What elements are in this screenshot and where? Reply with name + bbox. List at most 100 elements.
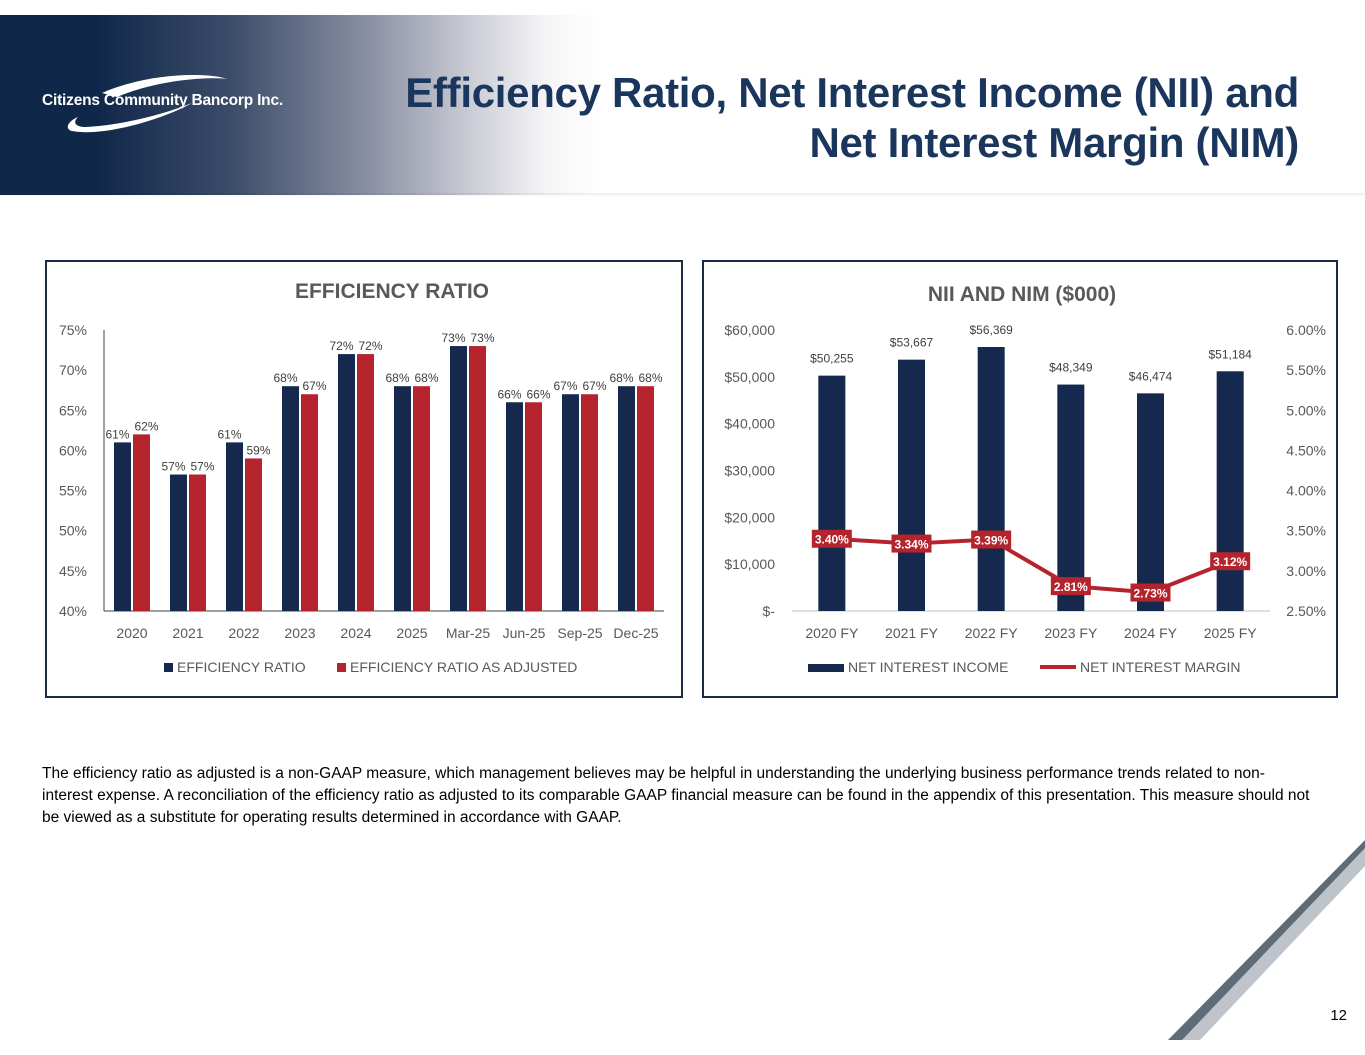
y-tick-label: 70% <box>59 362 87 378</box>
legend-swatch <box>164 663 173 672</box>
data-label: 3.12% <box>1213 555 1247 569</box>
nim-label-box <box>811 529 852 548</box>
x-tick-label: 2024 FY <box>1124 625 1178 641</box>
bar-efficiency-ratio <box>450 346 467 611</box>
bar-net-interest-income <box>898 359 925 611</box>
data-label: $50,255 <box>810 352 854 366</box>
y2-tick-label: 5.50% <box>1286 362 1326 378</box>
x-tick-label: 2025 <box>396 625 427 641</box>
efficiency-ratio-chart-panel: EFFICIENCY RATIO 40% 45% 50% 55% 60% 65% 70% 75%… <box>45 260 683 698</box>
y2-tick-label: 5.00% <box>1286 402 1326 418</box>
bar-efficiency-ratio <box>170 474 187 611</box>
y-tick-label: 45% <box>59 563 87 579</box>
x-tick-label: 2023 <box>284 625 315 641</box>
data-label: 61% <box>105 427 129 441</box>
data-label: 68% <box>385 371 409 385</box>
legend-label: NET INTEREST MARGIN <box>1080 659 1241 675</box>
page-number: 12 <box>1330 1007 1347 1024</box>
header-banner <box>0 15 1365 195</box>
x-tick-label: Mar-25 <box>446 625 491 641</box>
bar-efficiency-ratio-adjusted <box>245 458 262 611</box>
legend-label: NET INTEREST INCOME <box>848 659 1009 675</box>
y2-tick-label: 4.00% <box>1286 483 1326 499</box>
bar-net-interest-income <box>818 375 846 611</box>
data-label: 2.73% <box>1133 587 1167 601</box>
data-label: 61% <box>217 427 241 441</box>
data-label: $48,349 <box>1049 361 1093 375</box>
x-tick-label: 2020 FY <box>805 625 859 641</box>
y-tick-label: $50,000 <box>724 369 775 385</box>
y-tick-label: $60,000 <box>724 322 775 338</box>
nim-label-box <box>1130 583 1171 602</box>
y-tick-label: 50% <box>59 523 87 539</box>
nim-label-box <box>971 530 1012 549</box>
y-tick-label: $10,000 <box>724 556 775 572</box>
data-label: 57% <box>190 460 214 474</box>
bar-net-interest-income <box>1216 371 1244 611</box>
y2-tick-label: 3.00% <box>1286 563 1326 579</box>
x-tick-label: 2022 FY <box>965 625 1019 641</box>
footnote: The efficiency ratio as adjusted is a no… <box>42 765 1310 826</box>
company-logo: Citizens Community Bancorp Inc. <box>42 75 283 135</box>
y-tick-label: 75% <box>59 322 87 338</box>
data-label: 66% <box>526 387 550 401</box>
bar-efficiency-ratio-adjusted <box>581 394 598 611</box>
x-tick-label: 2024 <box>340 625 371 641</box>
bar-efficiency-ratio <box>618 386 635 611</box>
bar-efficiency-ratio <box>338 354 355 611</box>
data-label: 68% <box>609 371 633 385</box>
nim-label-box <box>891 534 932 553</box>
bar-efficiency-ratio <box>114 442 131 611</box>
data-label: 67% <box>553 379 577 393</box>
y2-tick-label: 4.50% <box>1286 442 1326 458</box>
legend-label: EFFICIENCY RATIO <box>177 659 306 675</box>
data-label: 67% <box>302 379 326 393</box>
legend-swatch <box>808 664 844 672</box>
bar-efficiency-ratio-adjusted <box>413 386 430 611</box>
data-label: $53,667 <box>890 336 934 350</box>
data-label: 2.81% <box>1054 580 1088 594</box>
y-tick-label: 55% <box>59 483 87 499</box>
page-title: Efficiency Ratio, Net Interest Income (N… <box>405 68 1299 168</box>
bar-efficiency-ratio-adjusted <box>525 402 542 611</box>
legend-label: EFFICIENCY RATIO AS ADJUSTED <box>350 659 577 675</box>
y-tick-label: $30,000 <box>724 463 775 479</box>
bar-efficiency-ratio <box>226 442 243 611</box>
corner-stripe-decoration <box>1168 840 1365 1040</box>
x-tick-label: 2022 <box>228 625 259 641</box>
x-tick-label: Dec-25 <box>613 625 658 641</box>
page-title-line-2: Net Interest Margin (NIM) <box>809 119 1299 166</box>
data-label: 72% <box>329 339 353 353</box>
x-tick-label: 2025 FY <box>1204 625 1258 641</box>
data-label: 73% <box>441 331 465 345</box>
y-tick-label: $40,000 <box>724 416 775 432</box>
nii-nim-chart: NII AND NIM ($000) $- $10,000 $20,000 $30,00… <box>724 283 1326 675</box>
nim-label-box <box>1210 552 1251 571</box>
nii-nim-chart-panel: NII AND NIM ($000) $- $10,000 $20,000 $30,00… <box>702 260 1338 698</box>
data-label: 68% <box>273 371 297 385</box>
bar-efficiency-ratio <box>562 394 579 611</box>
y-tick-label: $- <box>763 603 776 619</box>
efficiency-ratio-chart: EFFICIENCY RATIO 40% 45% 50% 55% 60% 65% 70% 75%… <box>59 280 664 675</box>
data-label: 3.39% <box>974 534 1008 548</box>
bar-efficiency-ratio <box>282 386 299 611</box>
page-title-line-1: Efficiency Ratio, Net Interest Income (N… <box>405 69 1299 116</box>
logo-swoosh-icon <box>67 75 227 133</box>
nim-label-box <box>1050 577 1091 596</box>
data-label: 59% <box>246 443 270 457</box>
x-tick-label: 2023 FY <box>1044 625 1098 641</box>
data-label: 72% <box>358 339 382 353</box>
legend-swatch <box>337 663 346 672</box>
bar-efficiency-ratio-adjusted <box>189 474 206 611</box>
header-divider <box>0 193 1365 197</box>
x-tick-label: 2021 FY <box>885 625 939 641</box>
data-label: $56,369 <box>969 323 1013 337</box>
data-label: $51,184 <box>1208 347 1252 361</box>
data-label: 3.34% <box>894 538 928 552</box>
bar-efficiency-ratio-adjusted <box>133 434 150 611</box>
chart-title: EFFICIENCY RATIO <box>295 280 489 303</box>
bar-efficiency-ratio <box>506 402 523 611</box>
x-tick-label: Jun-25 <box>503 625 546 641</box>
y-tick-label: 40% <box>59 603 87 619</box>
bar-net-interest-income <box>1137 393 1164 611</box>
